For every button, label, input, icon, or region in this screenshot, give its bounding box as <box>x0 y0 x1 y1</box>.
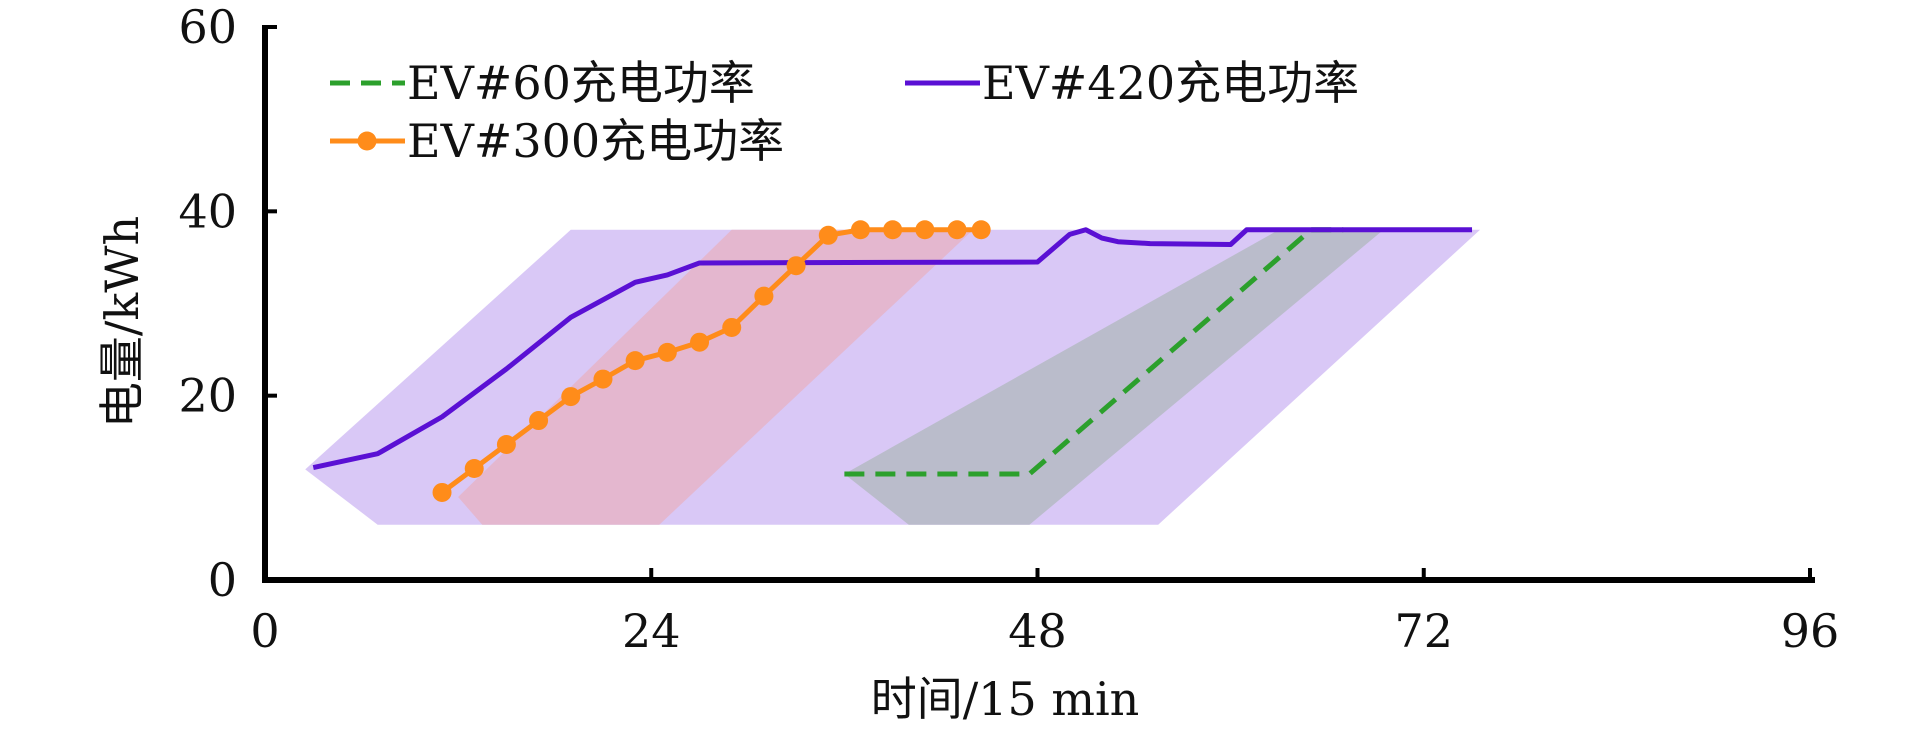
legend-label-2: EV#420充电功率 <box>982 56 1359 110</box>
series-3-point-13 <box>818 225 838 245</box>
y-tick-label-0: 0 <box>208 553 237 607</box>
series-3-point-7 <box>625 351 645 371</box>
legend: EV#60充电功率 EV#420充电功率 EV#300充电功率 <box>330 56 1359 168</box>
axes <box>262 25 1815 583</box>
legend-marker-3 <box>357 131 377 151</box>
x-tick-label-96: 96 <box>1781 604 1840 658</box>
series-3-point-2 <box>464 458 484 478</box>
series-3-point-1 <box>432 482 452 502</box>
series-3-point-10 <box>722 317 742 337</box>
series-3-point-6 <box>593 369 613 389</box>
x-tick-label-48: 48 <box>1008 604 1067 658</box>
series-line-2 <box>312 227 1473 471</box>
feasible-bands <box>305 229 1481 525</box>
series-3-point-5 <box>561 387 581 407</box>
series-3-point-4 <box>529 411 549 431</box>
legend-label-3: EV#300充电功率 <box>407 114 784 168</box>
y-tick-label-40: 40 <box>178 184 237 238</box>
feasible-band-2 <box>458 229 974 525</box>
series-3-point-3 <box>496 435 516 455</box>
ticks: 0 24 48 72 96 0 20 40 60 <box>178 0 1839 658</box>
series-3-point-16 <box>915 220 935 240</box>
x-axis-title: 时间/15 min <box>871 672 1140 726</box>
y-tick-label-20: 20 <box>178 369 237 423</box>
x-tick-label-0: 0 <box>250 604 279 658</box>
series-3-point-17 <box>947 220 967 240</box>
y-axis-title: 电量/kWh <box>95 216 149 428</box>
series-3-point-11 <box>754 286 774 306</box>
series-3-point-18 <box>971 220 991 240</box>
series-lines <box>312 220 1473 502</box>
series-3-point-12 <box>786 256 806 276</box>
series-3-point-9 <box>690 332 710 352</box>
series-3-point-8 <box>657 342 677 362</box>
x-tick-label-24: 24 <box>622 604 681 658</box>
feasible-band-3 <box>844 229 1384 525</box>
series-3-point-14 <box>850 220 870 240</box>
legend-label-1: EV#60充电功率 <box>407 56 755 110</box>
x-tick-label-72: 72 <box>1394 604 1453 658</box>
y-tick-label-60: 60 <box>178 0 237 54</box>
series-3-point-15 <box>883 220 903 240</box>
